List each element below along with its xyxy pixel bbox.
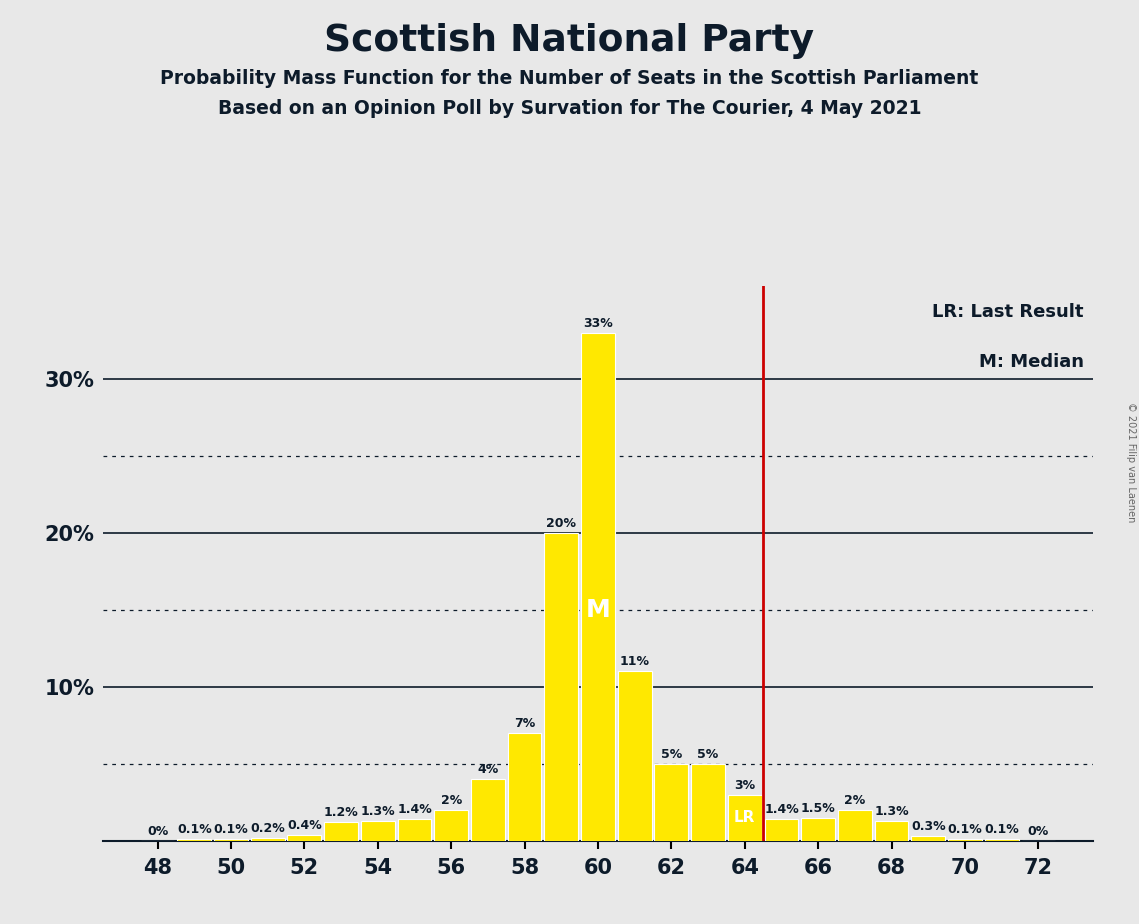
Text: M: Median: M: Median xyxy=(978,353,1083,371)
Text: 1.4%: 1.4% xyxy=(764,803,798,816)
Text: 1.3%: 1.3% xyxy=(875,805,909,818)
Bar xyxy=(764,820,798,841)
Bar xyxy=(287,834,321,841)
Text: 2%: 2% xyxy=(844,794,866,807)
Bar xyxy=(361,821,394,841)
Text: M: M xyxy=(585,598,611,622)
Bar xyxy=(655,764,688,841)
Bar xyxy=(214,839,248,841)
Text: Probability Mass Function for the Number of Seats in the Scottish Parliament: Probability Mass Function for the Number… xyxy=(161,69,978,89)
Text: 0.1%: 0.1% xyxy=(177,823,212,836)
Bar xyxy=(251,838,285,841)
Text: 0.4%: 0.4% xyxy=(287,819,321,832)
Text: 0.1%: 0.1% xyxy=(984,823,1019,836)
Bar xyxy=(691,764,724,841)
Text: 1.3%: 1.3% xyxy=(360,805,395,818)
Bar xyxy=(544,533,579,841)
Text: © 2021 Filip van Laenen: © 2021 Filip van Laenen xyxy=(1125,402,1136,522)
Text: LR: LR xyxy=(735,810,755,825)
Text: LR: Last Result: LR: Last Result xyxy=(932,303,1083,321)
Text: 4%: 4% xyxy=(477,763,499,776)
Bar xyxy=(728,795,762,841)
Text: 0.3%: 0.3% xyxy=(911,821,945,833)
Text: 1.5%: 1.5% xyxy=(801,802,836,815)
Text: 1.2%: 1.2% xyxy=(323,807,359,820)
Bar xyxy=(434,810,468,841)
Text: 33%: 33% xyxy=(583,317,613,330)
Text: 11%: 11% xyxy=(620,655,649,668)
Text: 2%: 2% xyxy=(441,794,461,807)
Bar xyxy=(875,821,909,841)
Bar xyxy=(581,333,615,841)
Text: 0%: 0% xyxy=(147,825,169,838)
Bar xyxy=(838,810,871,841)
Text: 3%: 3% xyxy=(735,779,755,792)
Text: 5%: 5% xyxy=(661,748,682,760)
Bar xyxy=(472,779,505,841)
Text: Based on an Opinion Poll by Survation for The Courier, 4 May 2021: Based on an Opinion Poll by Survation fo… xyxy=(218,99,921,118)
Bar xyxy=(948,839,982,841)
Bar xyxy=(911,836,945,841)
Bar xyxy=(617,672,652,841)
Bar xyxy=(508,733,541,841)
Text: 1.4%: 1.4% xyxy=(398,803,432,816)
Text: 20%: 20% xyxy=(547,517,576,529)
Text: 0.1%: 0.1% xyxy=(214,823,248,836)
Bar xyxy=(802,818,835,841)
Text: 5%: 5% xyxy=(697,748,719,760)
Text: 7%: 7% xyxy=(514,717,535,730)
Bar xyxy=(325,822,358,841)
Bar xyxy=(178,839,211,841)
Text: 0%: 0% xyxy=(1027,825,1049,838)
Bar xyxy=(985,839,1018,841)
Text: 0.1%: 0.1% xyxy=(948,823,982,836)
Bar xyxy=(398,820,432,841)
Text: 0.2%: 0.2% xyxy=(251,821,285,834)
Text: Scottish National Party: Scottish National Party xyxy=(325,23,814,59)
